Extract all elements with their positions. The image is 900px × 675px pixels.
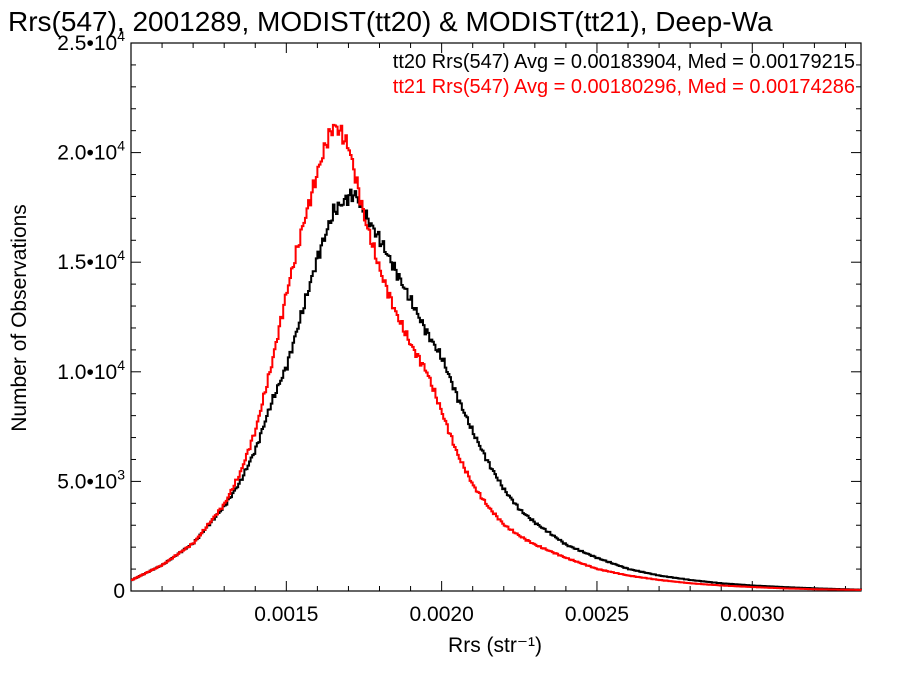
plot-border xyxy=(130,42,862,592)
chart-title: Rrs(547), 2001289, MODIST(tt20) & MODIST… xyxy=(8,6,773,37)
y-tick-label: 2.5•104 xyxy=(57,28,125,55)
y-tick-label: 1.5•104 xyxy=(57,247,125,274)
plot-frame xyxy=(130,42,862,592)
x-tick-label: 0.0020 xyxy=(410,603,474,626)
x-axis-ticks: 0.0015 0.0020 0.0025 0.0030 xyxy=(161,43,846,626)
series-lines xyxy=(131,123,862,591)
legend-entry: tt20 Rrs(547) Avg = 0.00183904, Med = 0.… xyxy=(393,51,855,73)
x-tick-label: 0.0015 xyxy=(254,603,318,626)
series-line-tt21 xyxy=(131,123,862,591)
x-tick-label: 0.0025 xyxy=(565,603,629,626)
x-axis-title: Rrs (str⁻¹) xyxy=(448,634,542,657)
y-tick-label: 0 xyxy=(113,580,125,603)
y-tick-label: 2.0•104 xyxy=(57,138,125,165)
y-axis-ticks: 0 5.0•103 1.0•104 1.5•104 2.0•104 2.5•104 xyxy=(57,28,861,603)
y-tick-label: 1.0•104 xyxy=(57,357,125,384)
series-line-tt20 xyxy=(131,188,862,591)
legend-entry: tt21 Rrs(547) Avg = 0.00180296, Med = 0.… xyxy=(393,76,855,98)
y-tick-label: 5.0•103 xyxy=(57,466,125,493)
y-axis-title: Number of Observations xyxy=(8,204,31,432)
legend: tt20 Rrs(547) Avg = 0.00183904, Med = 0.… xyxy=(393,51,855,98)
x-tick-label: 0.0030 xyxy=(720,603,784,626)
